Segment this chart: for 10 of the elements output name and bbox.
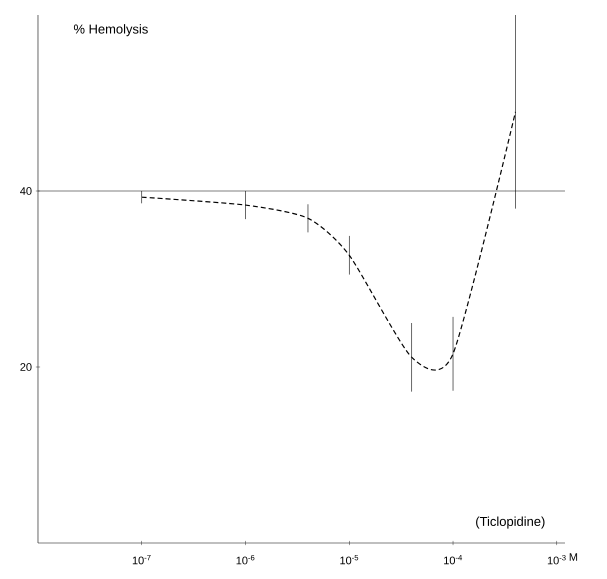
- x-tick-label: 10$^{-3}$: [548, 554, 566, 564]
- y-tick-label: 20: [20, 363, 32, 371]
- annotation: (Ticlopidine): [476, 516, 545, 529]
- x-tick-label: 10$^{-4}$: [444, 554, 462, 564]
- y-tick-label: 40: [20, 187, 32, 195]
- x-axis-title: M: [570, 553, 578, 561]
- x-tick-label: 10$^{-6}$: [236, 554, 254, 564]
- y-axis-title: % Hemolysis: [74, 24, 148, 36]
- x-tick-label: 10$^{-5}$: [340, 554, 358, 564]
- x-tick-label: 10$^{-7}$: [132, 554, 151, 564]
